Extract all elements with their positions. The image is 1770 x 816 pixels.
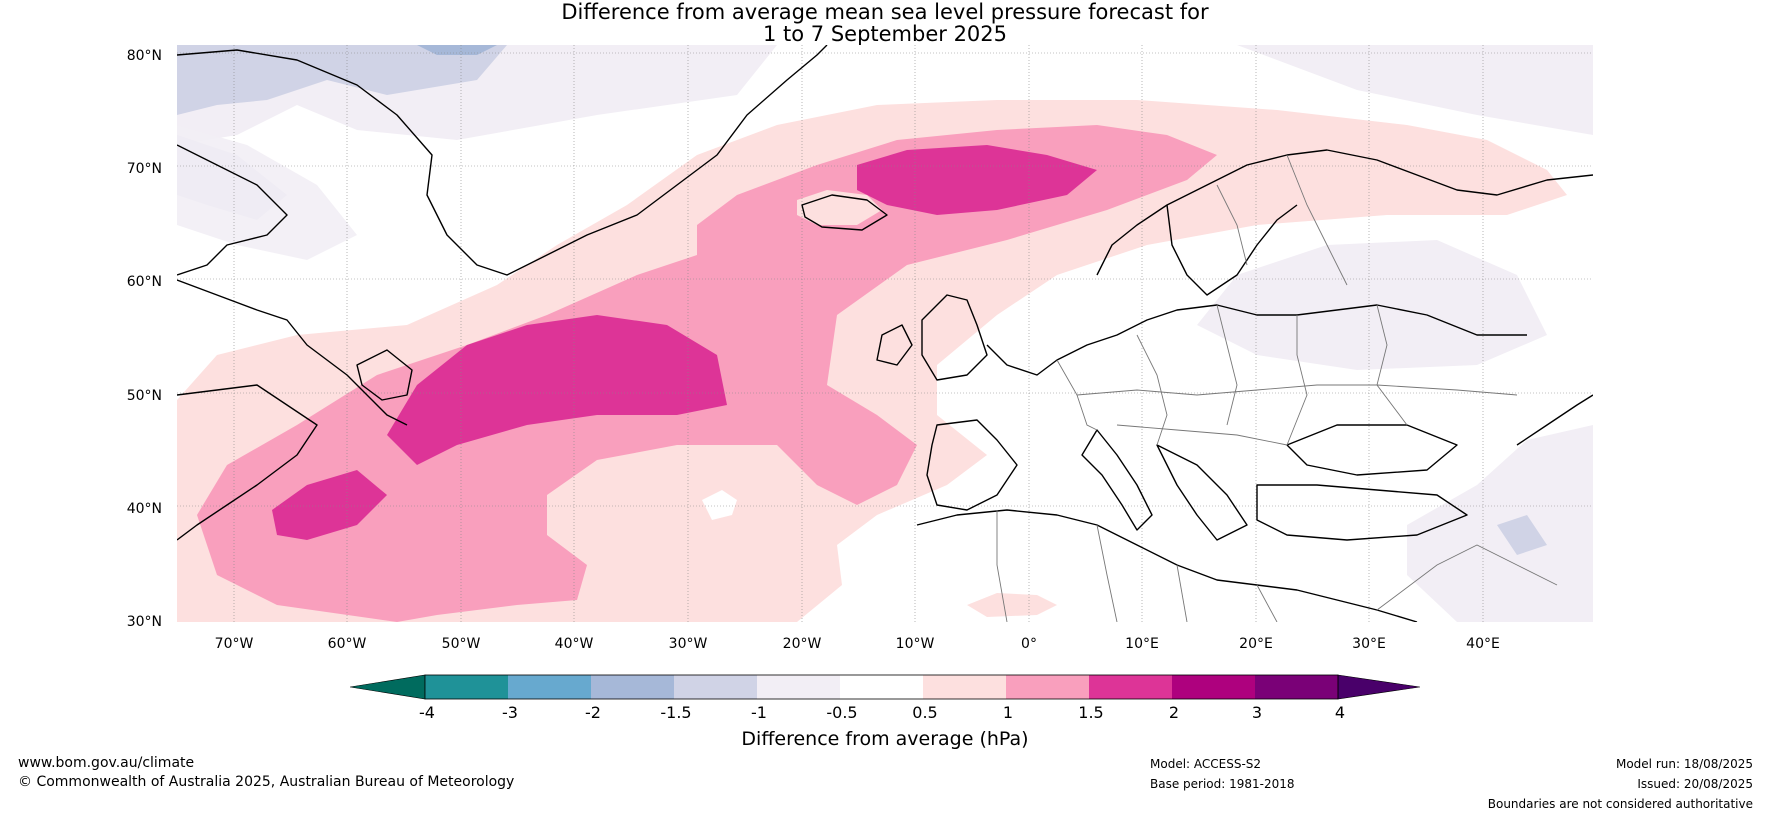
colorbar-tick: -1 [751, 703, 767, 722]
colorbar-segment-neg2-neg15 [591, 675, 674, 699]
colorbar-segment-neg3-neg2 [508, 675, 591, 699]
lon-label-40w: 40°W [554, 636, 594, 652]
colorbar-tick: 1 [1002, 703, 1014, 722]
colorbar-tick: -2 [585, 703, 601, 722]
lon-label-10e: 10°E [1125, 636, 1159, 652]
anomaly-region-neg-1-labrador [177, 125, 357, 260]
lon-label-30w: 30°W [668, 636, 708, 652]
colorbar-tick: 1.5 [1078, 703, 1104, 722]
colorbar-label: Difference from average (hPa) [741, 728, 1029, 750]
lon-label-70w: 70°W [214, 636, 254, 652]
colorbar-tick: 4 [1334, 703, 1346, 722]
pressure-anomaly-map [177, 45, 1593, 622]
footer-base-period: Base period: 1981-2018 [1150, 777, 1295, 791]
colorbar-tick: 3 [1251, 703, 1263, 722]
colorbar-segment-neg05-05 [840, 675, 923, 699]
colorbar-tick: -4 [419, 703, 435, 722]
anomaly-hole-azores [702, 490, 737, 520]
anomaly-region-neg-15-mideast [1497, 515, 1547, 555]
colorbar-tick: -3 [502, 703, 518, 722]
anomaly-region-neg-1-ne [1237, 45, 1593, 135]
country-borders [996, 154, 1558, 622]
lon-label-30e: 30°E [1352, 636, 1386, 652]
lat-label-40n: 40°N [126, 501, 162, 517]
map-title-line1: Difference from average mean sea level p… [561, 0, 1209, 24]
lon-label-40e: 40°E [1466, 636, 1500, 652]
colorbar [350, 674, 1420, 700]
lat-label-70n: 70°N [126, 161, 162, 177]
footer-model: Model: ACCESS-S2 [1150, 757, 1262, 771]
lat-label-50n: 50°N [126, 388, 162, 404]
colorbar-tick: 2 [1168, 703, 1180, 722]
anomaly-region-neg-1-mideast [1407, 425, 1593, 622]
footer-copyright: © Commonwealth of Australia 2025, Austra… [18, 774, 515, 790]
footer-disclaimer: Boundaries are not considered authoritat… [1487, 797, 1753, 811]
map-title-line2: 1 to 7 September 2025 [762, 22, 1008, 46]
lon-label-20w: 20°W [782, 636, 822, 652]
footer-model-run: Model run: 18/08/2025 [1615, 757, 1753, 771]
anomaly-region-pos-15-central [387, 315, 727, 465]
colorbar-segment-05-1 [923, 675, 1006, 699]
lat-label-30n: 30°N [126, 614, 162, 630]
lon-label-10w: 10°W [895, 636, 935, 652]
lon-label-0: 0° [1021, 636, 1037, 652]
footer-website: www.bom.gov.au/climate [18, 755, 195, 771]
anomaly-region-pos-05-africa [967, 593, 1057, 617]
colorbar-segment-above-4 [1337, 674, 1420, 700]
colorbar-segment-neg15-neg1 [674, 675, 757, 699]
colorbar-tick: -0.5 [826, 703, 858, 722]
colorbar-segment-neg1-neg05 [757, 675, 840, 699]
anomaly-region-neg-2-nw [417, 45, 497, 55]
colorbar-tick: -1.5 [660, 703, 692, 722]
anomaly-region-pos-15-south [272, 470, 387, 540]
colorbar-tick: 0.5 [912, 703, 938, 722]
lon-label-20e: 20°E [1239, 636, 1273, 652]
footer-issued: Issued: 20/08/2025 [1637, 777, 1753, 791]
colorbar-segment-3-4 [1255, 675, 1338, 699]
anomaly-region-neg-15-nw [177, 45, 507, 115]
lon-label-60w: 60°W [327, 636, 367, 652]
colorbar-segment-1-15 [1006, 675, 1089, 699]
colorbar-segment-below-4 [350, 674, 426, 700]
anomaly-region-pos-15-north [857, 145, 1097, 215]
colorbar-segment-15-2 [1089, 675, 1172, 699]
colorbar-segment-2-3 [1172, 675, 1255, 699]
graticule [177, 45, 1593, 622]
colorbar-segment-neg4-neg3 [425, 675, 508, 699]
lat-label-80n: 80°N [126, 48, 162, 64]
lat-label-60n: 60°N [126, 274, 162, 290]
lon-label-50w: 50°W [441, 636, 481, 652]
